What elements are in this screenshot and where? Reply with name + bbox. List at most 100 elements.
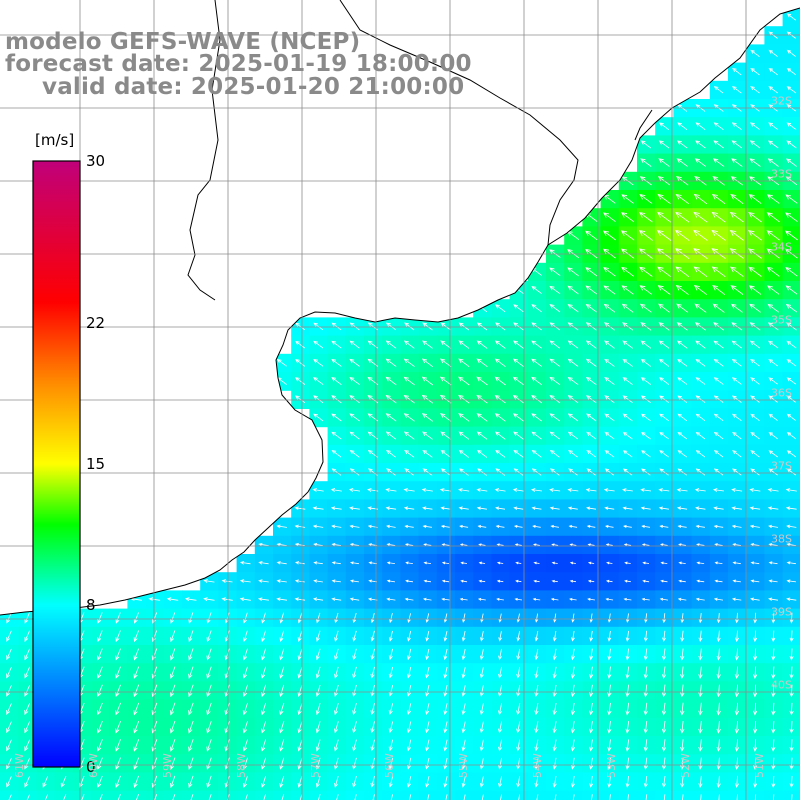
- wind-arrow: [441, 543, 450, 547]
- wind-arrow: [662, 775, 667, 788]
- wind-arrow: [276, 597, 288, 602]
- wind-arrow: [729, 229, 744, 241]
- wind-arrow: [658, 488, 670, 492]
- wind-arrow: [731, 597, 742, 601]
- wind-arrow: [479, 757, 484, 770]
- wind-arrow: [659, 468, 669, 476]
- wind-arrow: [170, 757, 176, 770]
- wind-arrow: [385, 488, 397, 492]
- wind-arrow: [731, 377, 742, 385]
- wind-arrow: [279, 648, 285, 661]
- wind-arrow: [731, 358, 742, 367]
- wind-arrow: [459, 597, 468, 601]
- wind-arrow: [458, 358, 470, 368]
- wind-arrow: [585, 230, 598, 241]
- wind-arrow: [768, 377, 779, 385]
- wind-arrow: [552, 757, 557, 770]
- wind-arrow: [458, 449, 469, 458]
- wind-arrow: [479, 739, 484, 752]
- wind-arrow: [407, 685, 412, 697]
- wind-arrow: [570, 702, 576, 716]
- wind-arrow: [405, 561, 413, 565]
- wind-arrow: [6, 757, 12, 770]
- latitude-label: 38S: [771, 532, 792, 546]
- wind-arrow: [552, 739, 557, 752]
- wind-arrow: [768, 468, 778, 476]
- wind-arrow: [753, 757, 758, 770]
- wind-arrow: [732, 431, 742, 440]
- wind-arrow: [677, 431, 688, 440]
- wind-arrow: [585, 285, 598, 295]
- wind-arrow: [530, 488, 542, 492]
- wind-arrow: [443, 648, 448, 661]
- latitude-label: 39S: [771, 605, 792, 619]
- wind-arrow: [133, 702, 140, 716]
- wind-arrow: [604, 377, 615, 385]
- wind-speed-cell: [36, 790, 56, 800]
- wind-arrow: [370, 703, 375, 716]
- wind-arrow: [640, 413, 651, 422]
- wind-arrow: [443, 685, 448, 697]
- wind-arrow: [24, 684, 31, 697]
- wind-arrow: [785, 285, 798, 295]
- wind-arrow: [607, 739, 612, 752]
- wind-arrow: [753, 648, 758, 661]
- wind-arrow: [786, 524, 797, 529]
- wind-arrow: [607, 775, 612, 788]
- wind-arrow: [261, 775, 267, 788]
- wind-arrow: [731, 524, 742, 529]
- wind-arrow: [421, 394, 434, 404]
- wind-speed-cell: [546, 790, 565, 800]
- wind-arrow: [297, 702, 303, 716]
- wind-arrow: [352, 739, 357, 752]
- wind-arrow: [659, 413, 669, 422]
- wind-arrow: [789, 739, 794, 752]
- wind-arrow: [385, 413, 397, 422]
- wind-arrow: [440, 524, 451, 529]
- wind-arrow: [370, 684, 375, 697]
- wind-arrow: [712, 285, 726, 295]
- wind-arrow: [641, 524, 651, 529]
- wind-arrow: [571, 613, 575, 623]
- wind-arrow: [534, 631, 539, 642]
- wind-arrow: [516, 703, 521, 716]
- longitude-label: 58W: [235, 753, 248, 778]
- wind-arrow: [639, 266, 653, 277]
- wind-arrow: [498, 631, 502, 642]
- wind-arrow: [151, 630, 158, 643]
- wind-arrow: [407, 630, 412, 642]
- wind-arrow: [170, 666, 176, 679]
- wind-arrow: [170, 775, 176, 788]
- wind-arrow: [388, 776, 394, 788]
- wind-arrow: [750, 450, 760, 458]
- wind-arrow: [461, 757, 466, 770]
- wind-arrow: [261, 648, 266, 661]
- wind-arrow: [605, 597, 614, 601]
- colorbar-tick-label: 30: [86, 152, 106, 170]
- wind-arrow: [734, 702, 740, 716]
- wind-arrow: [749, 340, 761, 349]
- wind-arrow: [495, 506, 506, 510]
- wind-arrow: [638, 230, 653, 241]
- wind-arrow: [97, 702, 103, 716]
- wind-arrow: [640, 322, 652, 331]
- wind-arrow: [585, 267, 598, 277]
- wind-arrow: [331, 340, 342, 349]
- wind-arrow: [476, 506, 487, 510]
- wind-arrow: [133, 666, 140, 679]
- wind-arrow: [607, 702, 612, 716]
- wind-arrow: [643, 721, 648, 734]
- wind-arrow: [585, 340, 597, 349]
- wind-arrow: [24, 776, 30, 788]
- wind-arrow: [698, 666, 703, 680]
- wind-arrow: [694, 158, 707, 167]
- wind-arrow: [551, 579, 558, 583]
- wind-arrow: [589, 684, 594, 698]
- wind-arrow: [621, 266, 635, 277]
- wind-arrow: [569, 561, 576, 565]
- wind-arrow: [476, 449, 488, 458]
- wind-arrow: [712, 158, 725, 167]
- wind-arrow: [622, 322, 634, 331]
- wind-arrow: [224, 739, 230, 752]
- wind-arrow: [169, 702, 176, 716]
